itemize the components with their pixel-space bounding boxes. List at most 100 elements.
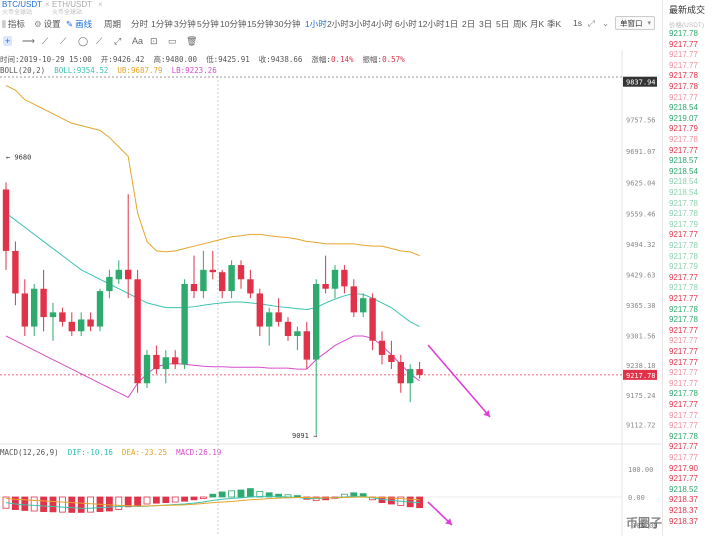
macd-histogram-bar — [40, 496, 47, 512]
trade-row: 9217.77 — [669, 325, 698, 335]
price-tick-label: 9365.38 — [626, 302, 656, 310]
price-tick-label: 9757.56 — [626, 117, 656, 125]
period-6[interactable]: 15分钟 — [247, 19, 274, 29]
magnet-icon[interactable]: ⊡ — [150, 36, 158, 46]
price-tick-label: 9301.56 — [626, 332, 656, 340]
period-5[interactable]: 10分钟 — [220, 19, 247, 29]
period-3[interactable]: 3分钟 — [174, 19, 196, 29]
period-19[interactable]: 月K — [530, 19, 545, 29]
time-label: 时间: — [0, 55, 20, 64]
change-value: 0.14% — [330, 55, 354, 64]
close-icon[interactable]: × — [98, 0, 103, 9]
macd-histogram-bar — [106, 496, 113, 512]
close-label: 收: — [258, 55, 271, 64]
candle-body — [12, 250, 19, 294]
period-9[interactable]: 2小时 — [327, 19, 349, 29]
macd-dif-line — [5, 495, 420, 509]
macd-histogram-bar — [87, 496, 94, 513]
trade-row: 9217.79 — [669, 219, 698, 229]
circle-icon[interactable]: ◯ — [78, 36, 89, 46]
period-11[interactable]: 4小时 — [371, 19, 393, 29]
trade-row: 9217.77 — [669, 378, 698, 388]
trade-row: 9217.77 — [669, 294, 698, 303]
trade-row: 9217.78 — [669, 315, 698, 325]
candle-body — [369, 298, 376, 341]
macd-histogram-bar — [30, 496, 38, 512]
candle-body — [21, 293, 28, 327]
candle-body — [322, 284, 329, 289]
candle-body — [331, 269, 339, 289]
measure-icon[interactable]: ⤢ — [114, 36, 122, 46]
window-mode-select[interactable]: 单窗口 ▾ — [615, 16, 655, 30]
period-12[interactable]: 6小时 — [395, 19, 417, 29]
drawing-button[interactable]: ✎ 画线 — [66, 19, 93, 29]
trade-row: 9217.78 — [669, 29, 698, 38]
boll-name: BOLL(20,2) — [0, 66, 46, 75]
period-0[interactable]: 周期 — [104, 19, 122, 29]
period-14[interactable]: 1日 — [445, 19, 459, 29]
period-10[interactable]: 3小时 — [349, 19, 371, 29]
candle-body — [209, 269, 216, 273]
candle-body — [200, 269, 207, 292]
trash-icon[interactable]: 🗑 — [186, 36, 198, 46]
tab-btc-usdt[interactable]: BTC/USDT 火币全球站 — [2, 0, 42, 18]
chart-icon: ⫼ — [2, 19, 6, 29]
candle-body — [237, 265, 245, 280]
close-icon[interactable]: × — [45, 0, 50, 9]
text-icon[interactable]: Aa — [132, 36, 144, 46]
trade-row: 9217.78 — [669, 283, 698, 293]
time-value: 2019-10-29 15:00 — [19, 55, 92, 64]
trade-row: 9217.77 — [669, 92, 698, 102]
fib-icon[interactable]: ⟋ — [96, 36, 103, 46]
tab-eth-usdt[interactable]: ETH/USDT 火币全球站 — [52, 0, 92, 18]
gear-icon: ⚙ — [34, 19, 42, 29]
rectangle-icon[interactable]: ▭ — [168, 36, 177, 46]
trades-header: 价格(USDT) — [669, 22, 705, 29]
trade-row: 9217.78 — [669, 241, 698, 250]
macd-dif-value: DIF:-10.16 — [67, 448, 113, 457]
settings-button[interactable]: ⚙ 设置 — [34, 19, 61, 29]
candle-body — [313, 284, 320, 360]
candle-body — [416, 369, 423, 375]
macd-histogram-bar — [293, 495, 301, 498]
macd-histogram-bar — [265, 492, 273, 498]
indicator-button[interactable]: ⫼ 指标 — [2, 19, 25, 29]
candle-body — [162, 357, 169, 370]
drawing-toolbar: + ⟶ ⟋ ⟋ ◯ ⟋ ⤢ Aa ⊡ ▭ 🗑 — [0, 35, 240, 49]
current-price-box — [623, 369, 657, 380]
expand-icon[interactable]: ⤢ — [588, 18, 595, 28]
trade-row: 9218.54 — [669, 177, 698, 187]
macd-histogram-bar — [59, 496, 66, 513]
parallel-line-icon[interactable]: ⟋ — [60, 36, 67, 46]
amplitude-label: 振幅: — [362, 55, 383, 64]
trade-row: 9217.78 — [669, 71, 698, 81]
macd-histogram-bar — [115, 496, 123, 511]
trend-line-icon[interactable]: ⟋ — [42, 36, 49, 46]
kline-chart[interactable]: 9837.94 9757.56 9691.07 9625.04 9559.46 9494.… — [0, 0, 662, 536]
period-20[interactable]: 季K — [547, 19, 562, 29]
candle-body — [2, 189, 10, 251]
crosshair-icon[interactable]: + — [3, 36, 13, 46]
chevron-down-icon[interactable]: ⌄ — [602, 18, 610, 28]
period-2[interactable]: 1分钟 — [151, 19, 173, 29]
trade-row: 9217.77 — [669, 453, 698, 462]
period-15[interactable]: 2日 — [462, 19, 476, 29]
period-7[interactable]: 30分钟 — [274, 19, 301, 29]
period-16[interactable]: 3日 — [479, 19, 493, 29]
period-8[interactable]: 1小时 — [305, 19, 327, 29]
period-17[interactable]: 5日 — [496, 19, 510, 29]
macd-dea-value: DEA:-23.25 — [121, 448, 168, 457]
candle-body — [125, 269, 132, 280]
price-tick-label: 9429.63 — [626, 272, 656, 280]
candle-body — [59, 312, 66, 322]
ray-icon[interactable]: ⟶ — [22, 36, 35, 46]
period-18[interactable]: 周K — [513, 19, 528, 29]
interval-value[interactable]: 1s — [573, 18, 582, 28]
low-marker-label: 9091 → — [292, 432, 317, 440]
period-4[interactable]: 5分钟 — [197, 19, 219, 29]
price-tick-label: 9625.04 — [626, 179, 656, 187]
change-label: 涨幅: — [311, 55, 331, 64]
period-1[interactable]: 分时 — [131, 19, 149, 29]
macd-histogram-bar — [21, 496, 29, 511]
period-13[interactable]: 12小时 — [418, 19, 445, 29]
